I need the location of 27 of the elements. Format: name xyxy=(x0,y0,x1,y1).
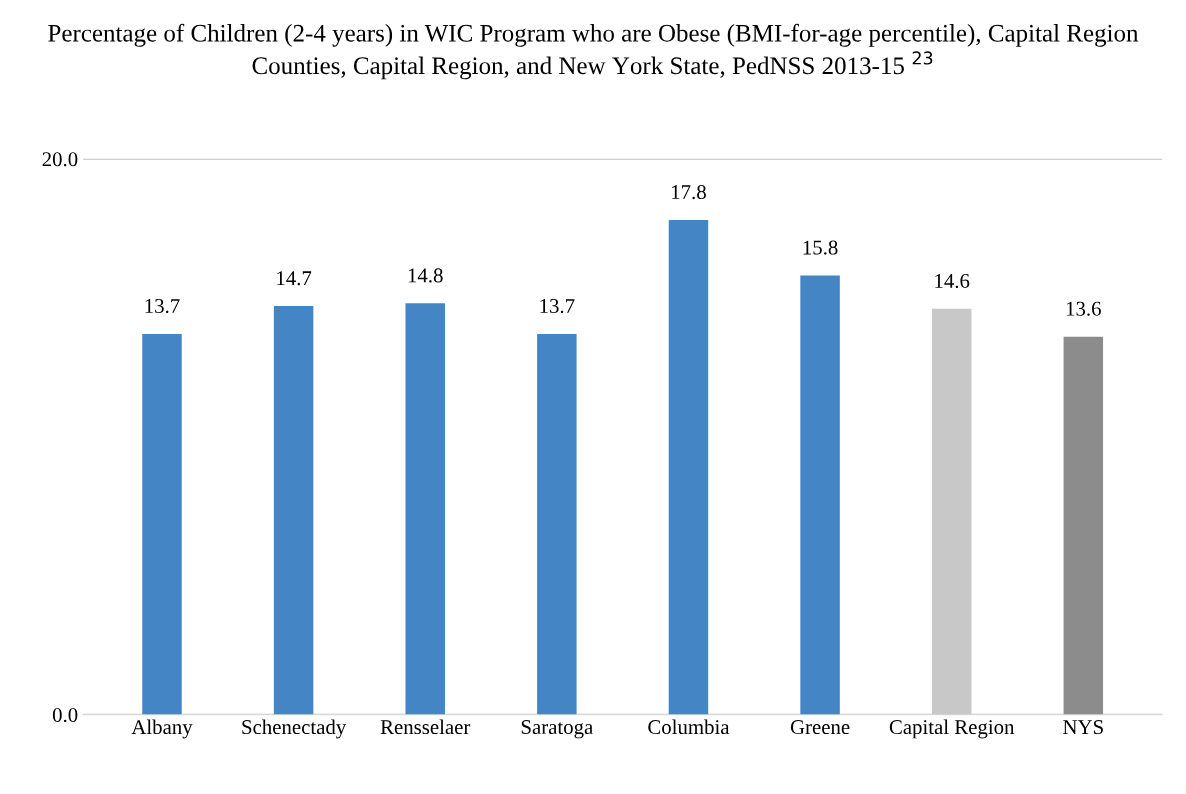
y-tick-label: 20.0 xyxy=(42,152,78,167)
data-label: 15.8 xyxy=(803,240,838,255)
bar xyxy=(931,308,972,715)
y-tick-label: 0.0 xyxy=(52,707,78,723)
bar xyxy=(537,333,577,715)
data-label: 13.7 xyxy=(540,298,575,314)
data-label: 13.6 xyxy=(1066,301,1101,316)
x-tick-label: Schenectady xyxy=(242,719,347,739)
x-tick-label: Greene xyxy=(790,720,850,735)
bar xyxy=(1063,336,1104,715)
bar xyxy=(142,333,182,715)
x-tick-label: Rensselaer xyxy=(380,719,471,735)
data-label: 17.8 xyxy=(672,184,706,200)
data-label: 14.6 xyxy=(935,273,970,289)
bar xyxy=(800,275,840,715)
bar xyxy=(273,306,314,715)
data-label: 14.7 xyxy=(277,271,312,286)
chart-title: Percentage of Children (2-4 years) in WIC Program who are Obese (BMI-for-age percentile), Capital Region Counties, Capital Region, and New York State, PedNSS 2013-15 $^{23}$ xyxy=(48,23,1139,80)
data-label: 14.8 xyxy=(408,268,443,283)
bar xyxy=(405,303,445,715)
data-label: 13.7 xyxy=(145,298,180,314)
x-tick-label: NYS xyxy=(1063,720,1103,735)
x-tick-label: Saratoga xyxy=(521,720,593,739)
x-tick-label: Capital Region xyxy=(889,719,1015,739)
x-tick-label: Columbia xyxy=(648,719,730,735)
bar xyxy=(668,219,709,715)
x-tick-label: Albany xyxy=(131,719,193,739)
